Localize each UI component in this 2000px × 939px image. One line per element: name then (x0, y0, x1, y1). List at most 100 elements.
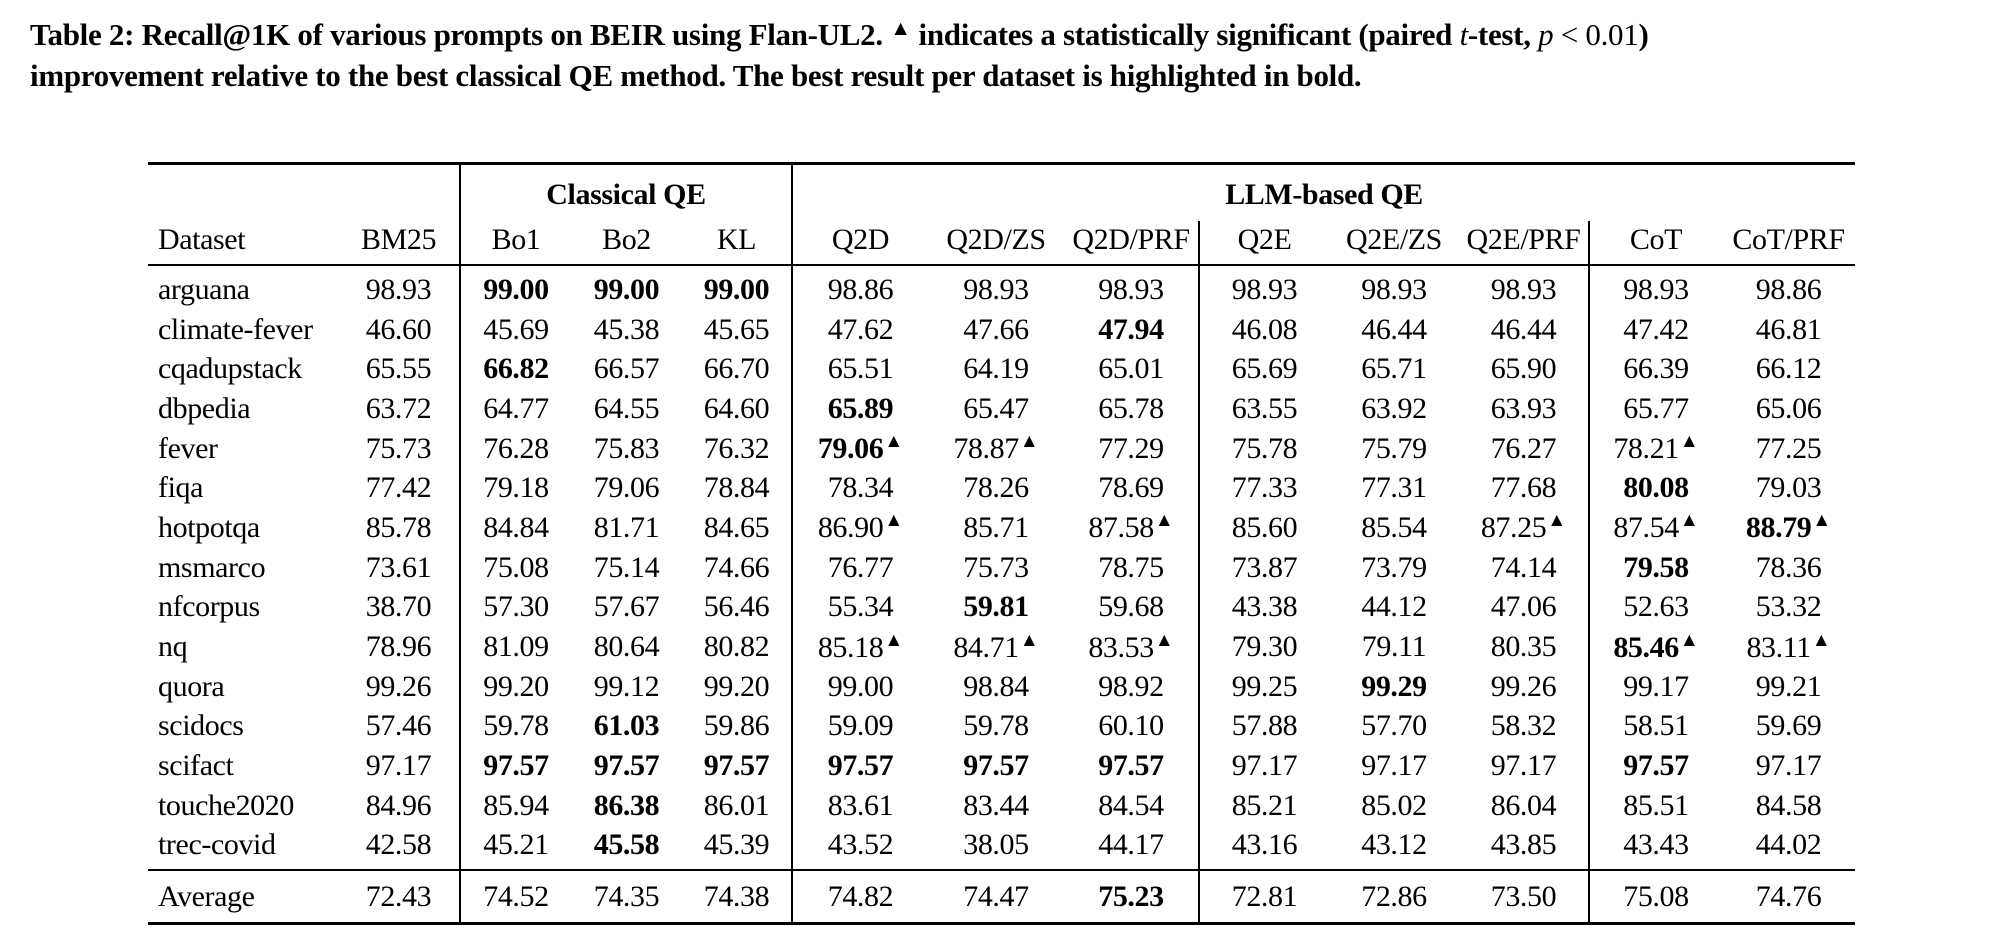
metric-value: 87.54 (1613, 511, 1679, 545)
metric-value-cell: 73.87 (1198, 547, 1329, 588)
metric-value-cell: 76.27 (1459, 429, 1589, 469)
metric-value: 84.96 (365, 788, 432, 822)
metric-value: 59.78 (963, 709, 1029, 743)
metric-value-cell: 80.64 (571, 627, 682, 667)
metric-value: 87.25 (1480, 511, 1547, 545)
results-table: Classical QE LLM-based QE Dataset BM25 Bo1 Bo… (148, 162, 1856, 926)
metric-value: 98.93 (365, 272, 432, 306)
metric-value: 99.25 (1231, 669, 1298, 703)
metric-value-cell: 87.58▲ (1064, 508, 1199, 548)
metric-value: 66.39 (1623, 352, 1689, 386)
metric-value: 80.35 (1490, 630, 1557, 664)
table-row: climate-fever 46.60 45.69 45.38 45.65 47.62 47… (148, 309, 1855, 350)
table-foot: Average 72.43 74.52 74.35 74.38 74.82 74.47 75.… (148, 869, 1856, 924)
metric-value: 79.58 (1623, 550, 1689, 584)
metric-value: 75.23 (1098, 879, 1164, 913)
metric-value-cell: 65.55 (338, 349, 460, 389)
metric-value-cell: 75.14 (571, 548, 682, 588)
metric-value-cell: 60.10 (1064, 707, 1199, 747)
metric-value: 83.44 (963, 788, 1029, 822)
metric-value: 78.36 (1755, 550, 1822, 584)
metric-value-cell: 57.30 (459, 587, 571, 628)
column-header: Q2D/ZS (928, 221, 1064, 266)
metric-value-cell: 66.39 (1588, 349, 1722, 390)
significance-triangle-icon: ▲ (1154, 510, 1174, 532)
metric-value-cell: 75.08 (459, 547, 571, 588)
metric-value-cell: 75.73 (338, 429, 460, 469)
metric-value: 98.93 (1361, 272, 1427, 306)
metric-value-cell: 85.78 (338, 508, 460, 548)
average-value-cell: 74.82 (791, 869, 928, 924)
metric-value-cell: 42.58 (338, 826, 460, 871)
metric-value-cell: 79.18 (459, 468, 571, 509)
column-header: Q2E/PRF (1459, 221, 1589, 266)
significance-triangle-icon: ▲ (1679, 629, 1699, 651)
metric-value-cell: 59.81 (928, 588, 1064, 628)
average-value-cell: 74.47 (928, 869, 1064, 924)
metric-value: 43.85 (1490, 828, 1557, 862)
metric-value-cell: 47.66 (928, 310, 1064, 350)
metric-value-cell: 81.09 (459, 627, 571, 667)
metric-value-cell: 73.61 (338, 548, 460, 588)
metric-value: 64.55 (593, 391, 660, 425)
dataset-name-cell: scidocs (158, 709, 244, 743)
metric-value-cell: 38.70 (338, 588, 460, 628)
metric-value: 74.38 (703, 879, 770, 913)
metric-value-cell: 79.58 (1588, 547, 1722, 588)
metric-value-cell: 77.68 (1459, 468, 1589, 508)
metric-value-cell: 43.16 (1198, 825, 1329, 871)
metric-value-cell: 47.62 (791, 309, 928, 350)
significance-triangle-icon: ▲ (1679, 510, 1699, 532)
metric-value: 97.17 (365, 749, 432, 783)
metric-value-cell: 98.93 (1198, 265, 1329, 310)
metric-value-cell: 45.21 (459, 825, 571, 871)
column-header: BM25 (338, 221, 460, 266)
metric-value-cell: 44.17 (1064, 826, 1199, 871)
table-row: quora 99.26 99.20 99.12 99.20 99.00 98.84 98.92… (148, 666, 1855, 707)
metric-value: 98.93 (1623, 272, 1689, 306)
significance-triangle-icon: ▲ (884, 629, 904, 651)
metric-value: 99.26 (365, 669, 432, 703)
metric-value-cell: 45.39 (682, 826, 792, 871)
metric-value: 79.18 (483, 471, 549, 505)
metric-value-cell: 75.79 (1329, 429, 1459, 469)
metric-value-cell: 79.30 (1198, 627, 1329, 667)
metric-value: 59.86 (703, 709, 770, 743)
metric-value-cell: 76.77 (791, 547, 928, 588)
metric-value: 46.08 (1231, 312, 1298, 346)
column-header: Bo1 (459, 221, 571, 266)
metric-value-cell: 66.12 (1722, 349, 1855, 389)
metric-value: 47.66 (963, 312, 1029, 346)
metric-value-cell: 81.71 (571, 508, 682, 548)
metric-value: 57.70 (1361, 709, 1427, 743)
metric-value-cell: 64.60 (682, 389, 792, 429)
metric-value: 55.34 (827, 590, 894, 624)
metric-value-cell: 52.63 (1588, 587, 1722, 628)
metric-value: 97.57 (827, 749, 894, 783)
column-header: Q2E/ZS (1329, 221, 1459, 266)
metric-value-cell: 99.21 (1722, 667, 1855, 707)
metric-value: 85.54 (1361, 510, 1427, 544)
metric-value-cell: 63.93 (1459, 389, 1589, 429)
dataset-name-cell: hotpotqa (158, 510, 260, 544)
table-row: arguana 98.93 99.00 99.00 99.00 98.86 98.93 98.… (148, 265, 1855, 310)
metric-value-cell: 43.85 (1459, 826, 1589, 871)
metric-value: 85.94 (483, 788, 549, 822)
metric-value: 80.08 (1623, 471, 1689, 505)
metric-value: 59.09 (827, 709, 894, 743)
significance-triangle-icon: ▲ (1679, 431, 1699, 453)
metric-value-cell: 46.44 (1459, 310, 1589, 350)
metric-value: 98.86 (827, 272, 894, 306)
metric-value: 65.71 (1361, 352, 1427, 386)
metric-value: 45.65 (703, 312, 770, 346)
metric-value-cell: 85.71 (928, 508, 1064, 548)
metric-value: 97.57 (1623, 749, 1689, 783)
dataset-name-cell: dbpedia (158, 391, 251, 425)
metric-value: 65.69 (1231, 352, 1298, 386)
metric-value-cell: 84.65 (682, 508, 792, 548)
metric-value-cell: 85.54 (1329, 508, 1459, 548)
metric-value: 38.70 (365, 590, 432, 624)
metric-value: 85.71 (963, 510, 1029, 544)
metric-value-cell: 99.00 (571, 265, 682, 310)
metric-value-cell: 86.04 (1459, 786, 1589, 826)
